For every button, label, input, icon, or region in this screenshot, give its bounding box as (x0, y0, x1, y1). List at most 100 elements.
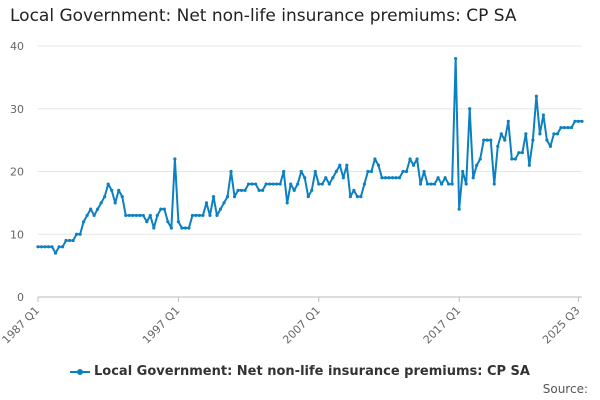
data-point[interactable] (103, 195, 107, 199)
data-point[interactable] (454, 56, 458, 61)
data-point[interactable] (373, 157, 377, 161)
data-point[interactable] (138, 213, 142, 218)
data-point[interactable] (110, 188, 114, 192)
data-point[interactable] (155, 213, 159, 218)
data-point[interactable] (436, 176, 440, 180)
data-point[interactable] (390, 176, 395, 180)
data-point[interactable] (218, 207, 223, 211)
data-point[interactable] (524, 132, 528, 136)
data-point[interactable] (250, 182, 254, 186)
data-point[interactable] (362, 182, 366, 186)
data-point[interactable] (566, 125, 570, 130)
data-point[interactable] (562, 125, 567, 130)
data-point[interactable] (317, 182, 321, 186)
data-point[interactable] (162, 207, 166, 211)
data-point[interactable] (411, 163, 416, 167)
data-point[interactable] (324, 176, 328, 180)
data-point[interactable] (422, 169, 426, 174)
data-point[interactable] (394, 176, 398, 180)
data-point[interactable] (506, 119, 510, 123)
data-point[interactable] (475, 163, 479, 167)
data-point[interactable] (173, 157, 177, 161)
data-point[interactable] (187, 226, 191, 230)
data-point[interactable] (243, 188, 247, 192)
data-point[interactable] (503, 138, 507, 142)
data-point[interactable] (447, 182, 451, 186)
data-point[interactable] (50, 245, 54, 249)
data-point[interactable] (127, 213, 131, 218)
data-point[interactable] (96, 207, 100, 211)
data-point[interactable] (341, 176, 345, 180)
data-point[interactable] (496, 144, 500, 148)
data-point[interactable] (57, 245, 61, 249)
data-point[interactable] (75, 232, 79, 236)
data-point[interactable] (468, 107, 472, 111)
data-point[interactable] (461, 169, 465, 174)
data-point[interactable] (222, 201, 226, 205)
data-point[interactable] (580, 119, 584, 123)
data-point[interactable] (64, 238, 68, 243)
legend-item[interactable]: Local Government: Net non-life insurance… (0, 364, 600, 379)
data-point[interactable] (152, 226, 156, 230)
data-point[interactable] (534, 94, 538, 98)
data-point[interactable] (67, 238, 72, 243)
data-point[interactable] (303, 176, 307, 180)
data-point[interactable] (159, 207, 163, 211)
data-point[interactable] (387, 176, 391, 180)
data-point[interactable] (369, 169, 374, 174)
data-point[interactable] (292, 188, 296, 192)
data-point[interactable] (541, 113, 545, 117)
data-point[interactable] (338, 163, 342, 167)
data-point[interactable] (246, 182, 251, 186)
data-point[interactable] (117, 188, 121, 192)
data-point[interactable] (348, 195, 352, 199)
data-point[interactable] (299, 169, 303, 174)
data-point[interactable] (208, 213, 212, 218)
data-point[interactable] (194, 213, 198, 218)
data-point[interactable] (538, 132, 542, 136)
data-point[interactable] (513, 157, 517, 161)
data-point[interactable] (296, 182, 300, 186)
data-point[interactable] (408, 157, 412, 161)
data-point[interactable] (440, 182, 444, 186)
data-point[interactable] (320, 182, 324, 186)
data-point[interactable] (183, 226, 188, 230)
data-point[interactable] (85, 213, 89, 218)
data-point[interactable] (531, 138, 535, 142)
data-point[interactable] (36, 245, 40, 249)
data-point[interactable] (89, 207, 93, 211)
data-point[interactable] (555, 132, 560, 136)
data-point[interactable] (113, 201, 117, 205)
data-point[interactable] (229, 169, 233, 174)
data-point[interactable] (520, 151, 524, 155)
data-point[interactable] (204, 201, 209, 205)
data-point[interactable] (310, 188, 314, 192)
data-point[interactable] (285, 201, 289, 205)
data-point[interactable] (141, 213, 145, 218)
data-point[interactable] (489, 138, 493, 142)
data-point[interactable] (134, 213, 138, 218)
data-point[interactable] (215, 213, 219, 218)
data-point[interactable] (397, 176, 402, 180)
data-point[interactable] (418, 182, 423, 186)
data-point[interactable] (53, 251, 58, 255)
data-point[interactable] (334, 169, 338, 174)
data-point[interactable] (82, 220, 86, 224)
data-point[interactable] (232, 195, 237, 199)
data-point[interactable] (345, 163, 349, 167)
data-point[interactable] (71, 238, 75, 243)
data-point[interactable] (352, 188, 356, 192)
data-point[interactable] (559, 125, 563, 130)
data-point[interactable] (78, 232, 82, 236)
data-point[interactable] (432, 182, 437, 186)
data-point[interactable] (401, 169, 405, 174)
data-point[interactable] (425, 182, 430, 186)
data-point[interactable] (429, 182, 433, 186)
data-point[interactable] (236, 188, 240, 192)
data-point[interactable] (471, 176, 475, 180)
data-point[interactable] (201, 213, 205, 218)
data-point[interactable] (380, 176, 384, 180)
data-point[interactable] (527, 163, 531, 167)
data-point[interactable] (464, 182, 468, 186)
data-point[interactable] (327, 182, 331, 186)
